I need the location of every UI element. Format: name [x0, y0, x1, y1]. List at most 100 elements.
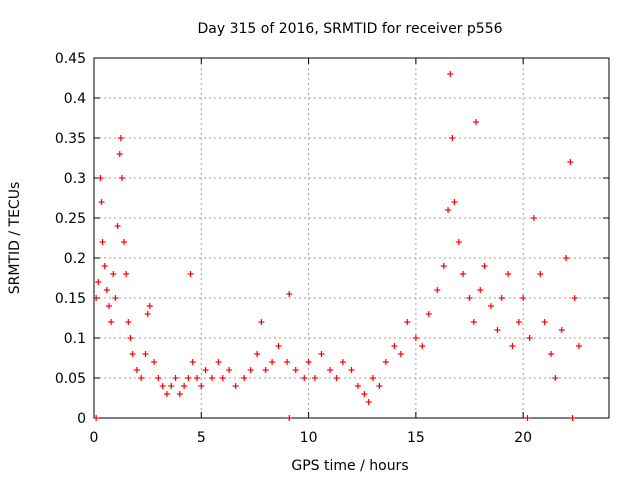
- data-point: [185, 375, 192, 381]
- data-point: [472, 119, 479, 125]
- data-point: [176, 391, 183, 397]
- data-point: [99, 239, 106, 245]
- x-tick-label: 0: [90, 430, 99, 446]
- data-point: [318, 351, 325, 357]
- data-point: [146, 303, 153, 309]
- data-point: [541, 319, 548, 325]
- data-point: [552, 375, 559, 381]
- data-point: [498, 295, 505, 301]
- y-tick-label: 0.3: [64, 171, 86, 187]
- data-point: [397, 351, 404, 357]
- data-point: [215, 359, 222, 365]
- data-point: [312, 375, 319, 381]
- data-point: [526, 335, 533, 341]
- y-tick-label: 0.4: [64, 91, 86, 107]
- chart-title: Day 315 of 2016, SRMTID for receiver p55…: [197, 21, 502, 37]
- data-point: [292, 367, 299, 373]
- data-point: [189, 359, 196, 365]
- data-point: [327, 367, 334, 373]
- y-tick-label: 0: [77, 411, 86, 427]
- data-point: [520, 295, 527, 301]
- data-point: [404, 319, 411, 325]
- data-point: [129, 351, 136, 357]
- data-point: [110, 271, 117, 277]
- x-tick-label: 10: [300, 430, 318, 446]
- data-point: [108, 319, 115, 325]
- data-point: [181, 383, 188, 389]
- data-point: [382, 359, 389, 365]
- x-axis-label: GPS time / hours: [291, 458, 408, 474]
- y-axis-ticks: 0 0.05 0.1 0.15 0.2 0.25 0.3 0.35 0.4 0.45: [55, 51, 609, 427]
- data-point: [138, 375, 145, 381]
- data-point: [202, 367, 209, 373]
- data-point: [487, 303, 494, 309]
- y-tick-label: 0.2: [64, 251, 86, 267]
- data-point: [258, 319, 265, 325]
- data-point: [98, 199, 105, 205]
- data-point: [425, 311, 432, 317]
- data-point: [505, 271, 512, 277]
- data-point: [117, 135, 124, 141]
- data-point: [365, 399, 372, 405]
- x-tick-label: 20: [514, 430, 532, 446]
- data-point: [133, 367, 140, 373]
- data-point: [558, 327, 565, 333]
- data-point: [515, 319, 522, 325]
- data-point: [116, 151, 123, 157]
- data-point: [155, 375, 162, 381]
- data-point: [548, 351, 555, 357]
- data-point: [187, 271, 194, 277]
- grid-lines: [94, 58, 609, 418]
- data-point-zero: [93, 415, 100, 421]
- data-point: [571, 295, 578, 301]
- data-point: [194, 375, 200, 381]
- data-point: [440, 263, 447, 269]
- data-point: [95, 279, 102, 285]
- data-point: [127, 335, 134, 341]
- data-point: [451, 199, 458, 205]
- data-point: [477, 287, 484, 293]
- data-point-zero: [569, 415, 576, 421]
- data-point: [434, 287, 441, 293]
- data-point: [445, 207, 452, 213]
- y-axis-label: SRMTID / TECUs: [7, 182, 23, 295]
- x-tick-label: 5: [197, 430, 206, 446]
- data-point: [466, 295, 473, 301]
- data-point: [142, 351, 149, 357]
- data-point: [209, 375, 216, 381]
- data-point: [101, 263, 108, 269]
- x-tick-label: 15: [407, 430, 425, 446]
- data-point: [97, 175, 104, 181]
- data-point: [567, 159, 574, 165]
- data-point: [232, 383, 239, 389]
- data-point: [369, 375, 376, 381]
- data-point-zero: [524, 415, 531, 421]
- data-point: [447, 71, 454, 77]
- data-point: [241, 375, 248, 381]
- data-point: [305, 359, 312, 365]
- data-point: [530, 215, 537, 221]
- data-point: [361, 391, 368, 397]
- data-point: [106, 303, 113, 309]
- data-point: [455, 239, 462, 245]
- data-point: [151, 359, 158, 365]
- data-point: [286, 291, 293, 297]
- data-point: [275, 343, 282, 349]
- data-point: [262, 367, 269, 373]
- data-point: [123, 271, 130, 277]
- data-point: [563, 255, 570, 261]
- data-point: [103, 287, 110, 293]
- data-point: [112, 295, 119, 301]
- data-point: [114, 223, 121, 229]
- data-point: [460, 271, 467, 277]
- data-point: [159, 383, 166, 389]
- y-tick-label: 0.35: [55, 131, 86, 147]
- data-point: [144, 311, 151, 317]
- y-tick-label: 0.15: [55, 291, 86, 307]
- data-point: [575, 343, 582, 349]
- data-point: [247, 367, 254, 373]
- data-point: [93, 295, 100, 301]
- data-point: [470, 319, 477, 325]
- data-point: [339, 359, 346, 365]
